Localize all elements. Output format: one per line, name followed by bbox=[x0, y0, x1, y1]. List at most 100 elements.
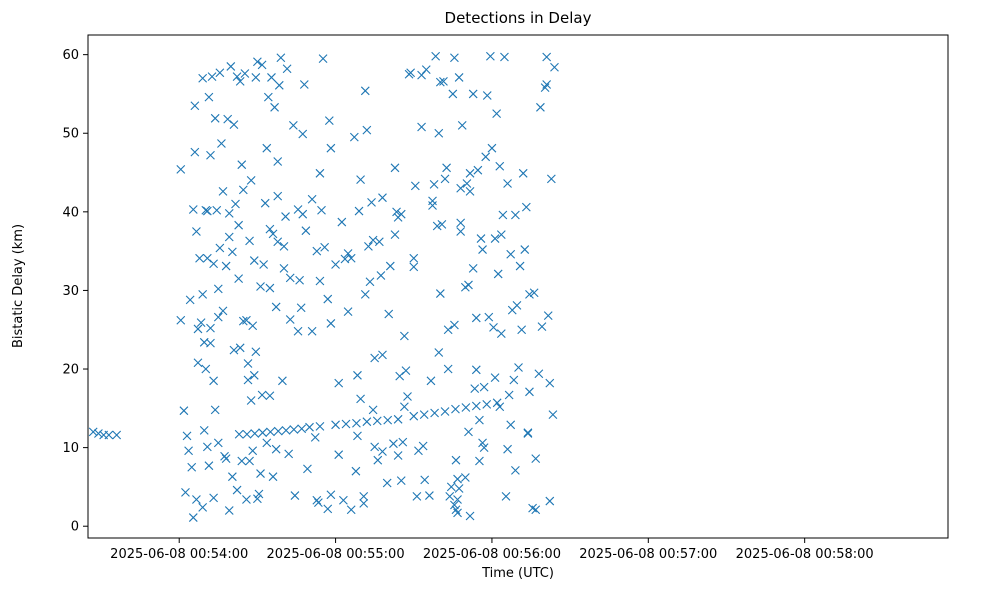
data-point-marker bbox=[370, 442, 380, 452]
data-point-marker bbox=[237, 160, 247, 170]
data-point-marker bbox=[448, 89, 458, 99]
data-point-marker bbox=[430, 408, 439, 418]
data-point-marker bbox=[243, 375, 253, 385]
data-point-marker bbox=[354, 206, 364, 216]
data-point-marker bbox=[199, 425, 209, 435]
data-point-marker bbox=[295, 275, 305, 285]
y-tick-label: 50 bbox=[62, 127, 79, 142]
data-point-marker bbox=[260, 198, 270, 208]
data-point-marker bbox=[243, 359, 253, 368]
data-point-marker bbox=[492, 398, 502, 408]
data-point-marker bbox=[279, 242, 289, 251]
data-point-marker bbox=[257, 390, 267, 400]
data-point-marker bbox=[253, 57, 262, 67]
data-point-marker bbox=[418, 441, 428, 451]
data-point-marker bbox=[209, 493, 219, 503]
data-point-marker bbox=[437, 220, 447, 229]
data-point-marker bbox=[324, 116, 334, 126]
data-point-marker bbox=[238, 185, 248, 195]
data-point-marker bbox=[484, 312, 494, 322]
data-point-marker bbox=[498, 210, 508, 220]
data-point-marker bbox=[356, 175, 365, 185]
data-point-marker bbox=[301, 226, 311, 236]
data-point-marker bbox=[343, 307, 353, 317]
data-point-marker bbox=[523, 429, 533, 438]
data-point-marker bbox=[224, 209, 234, 218]
data-point-marker bbox=[490, 373, 500, 383]
data-point-marker bbox=[476, 234, 486, 243]
data-point-marker bbox=[312, 246, 322, 256]
data-point-marker bbox=[525, 289, 534, 299]
data-point-marker bbox=[334, 450, 344, 460]
data-point-marker bbox=[370, 353, 380, 363]
data-point-marker bbox=[426, 376, 436, 386]
data-point-marker bbox=[542, 52, 552, 62]
data-point-marker bbox=[398, 437, 408, 447]
data-point-marker bbox=[276, 53, 286, 63]
data-point-marker bbox=[478, 438, 487, 448]
data-point-marker bbox=[212, 205, 222, 215]
data-point-marker bbox=[227, 472, 237, 482]
data-point-marker bbox=[251, 73, 261, 82]
data-point-marker bbox=[270, 102, 279, 112]
data-point-marker bbox=[184, 446, 193, 456]
data-point-marker bbox=[501, 491, 511, 501]
data-point-marker bbox=[362, 417, 372, 427]
data-point-marker bbox=[383, 415, 393, 425]
y-axis-ticks: 0 10 20 30 40 50 60 bbox=[62, 48, 88, 535]
data-point-marker bbox=[475, 456, 484, 466]
data-point-marker bbox=[190, 147, 200, 157]
data-point-marker bbox=[470, 384, 480, 394]
data-point-marker bbox=[185, 295, 195, 305]
data-point-marker bbox=[453, 474, 462, 484]
data-point-marker bbox=[496, 329, 506, 339]
data-point-marker bbox=[393, 414, 403, 424]
data-point-marker bbox=[323, 504, 333, 514]
data-point-marker bbox=[517, 325, 527, 335]
data-point-marker bbox=[190, 101, 200, 111]
data-point-marker bbox=[429, 179, 439, 189]
data-point-marker bbox=[218, 306, 228, 316]
data-point-marker bbox=[181, 488, 190, 497]
data-point-marker bbox=[464, 427, 473, 437]
data-point-marker bbox=[310, 433, 320, 442]
data-point-marker bbox=[450, 53, 459, 63]
data-point-marker bbox=[364, 242, 373, 251]
data-point-marker bbox=[249, 370, 259, 380]
data-point-marker bbox=[192, 227, 201, 236]
data-point-marker bbox=[235, 343, 245, 353]
data-point-marker bbox=[478, 245, 487, 254]
data-point-marker bbox=[462, 179, 472, 188]
data-point-marker bbox=[285, 315, 295, 324]
data-point-marker bbox=[475, 415, 484, 425]
data-point-marker bbox=[307, 326, 317, 336]
data-point-marker bbox=[271, 444, 281, 454]
data-point-marker bbox=[504, 390, 514, 400]
data-point-marker bbox=[266, 427, 275, 437]
data-point-marker bbox=[320, 242, 330, 252]
data-point-marker bbox=[331, 260, 340, 269]
data-point-marker bbox=[262, 143, 272, 153]
data-point-marker bbox=[343, 249, 353, 258]
data-point-marker bbox=[331, 420, 340, 430]
data-point-marker bbox=[201, 205, 211, 215]
data-point-marker bbox=[511, 466, 520, 475]
data-point-marker bbox=[188, 513, 198, 522]
data-point-marker bbox=[293, 326, 303, 336]
data-point-marker bbox=[256, 469, 265, 478]
data-point-marker bbox=[468, 264, 478, 273]
x-tick-label: 2025-06-08 00:57:00 bbox=[579, 547, 717, 562]
data-point-marker bbox=[281, 425, 291, 435]
data-point-marker bbox=[481, 152, 491, 162]
data-point-marker bbox=[450, 500, 459, 510]
data-point-marker bbox=[349, 132, 359, 142]
data-point-marker bbox=[268, 229, 278, 239]
data-point-marker bbox=[496, 230, 506, 240]
data-point-marker bbox=[548, 410, 558, 419]
data-point-marker bbox=[307, 194, 317, 204]
data-point-marker bbox=[278, 376, 287, 386]
data-point-marker bbox=[351, 466, 361, 476]
data-point-marker bbox=[273, 426, 283, 436]
data-point-marker bbox=[273, 157, 283, 166]
data-point-marker bbox=[403, 392, 412, 401]
